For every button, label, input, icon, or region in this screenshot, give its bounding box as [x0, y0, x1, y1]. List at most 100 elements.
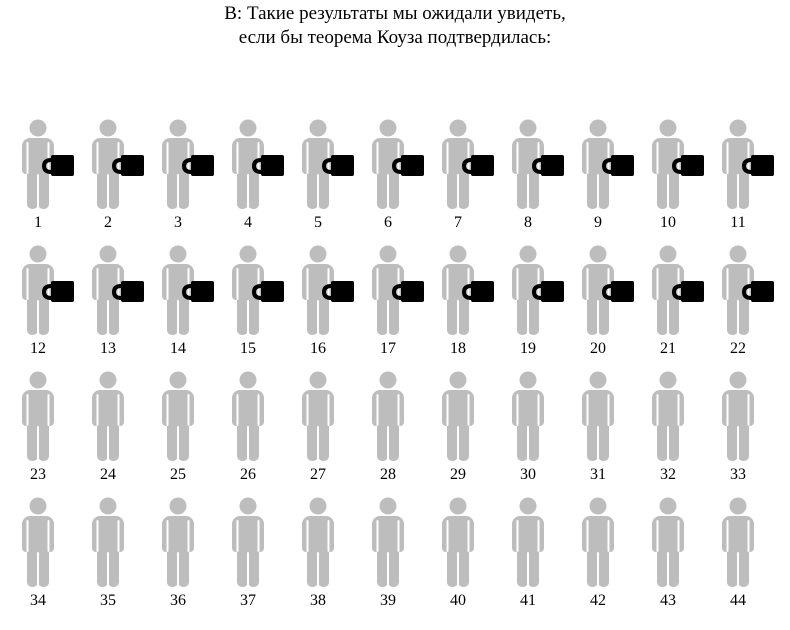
person-cell: 30 [500, 370, 570, 488]
person-number: 18 [430, 340, 486, 358]
person-number: 11 [710, 214, 766, 232]
person-number: 28 [360, 466, 416, 484]
person-number: 32 [640, 466, 696, 484]
person-number: 15 [220, 340, 276, 358]
person-number: 22 [710, 340, 766, 358]
person-cell: 6 [360, 118, 430, 236]
person-cell: 2 [80, 118, 150, 236]
person-cell: 8 [500, 118, 570, 236]
person-number: 35 [80, 592, 136, 610]
person-number: 44 [710, 592, 766, 610]
person-with-mug-icon [710, 244, 780, 336]
person-cell: 28 [360, 370, 430, 488]
person-cell: 33 [710, 370, 780, 488]
person-number: 10 [640, 214, 696, 232]
person-icon [360, 370, 430, 462]
person-cell: 41 [500, 496, 570, 614]
person-number: 5 [290, 214, 346, 232]
people-row: 12 13 14 15 [10, 244, 780, 362]
person-cell: 26 [220, 370, 290, 488]
person-cell: 15 [220, 244, 290, 362]
person-number: 41 [500, 592, 556, 610]
person-number: 7 [430, 214, 486, 232]
person-icon [640, 370, 710, 462]
person-with-mug-icon [500, 118, 570, 210]
person-cell: 13 [80, 244, 150, 362]
person-number: 26 [220, 466, 276, 484]
person-number: 8 [500, 214, 556, 232]
person-cell: 4 [220, 118, 290, 236]
person-with-mug-icon [150, 244, 220, 336]
person-icon [80, 370, 150, 462]
infographic-page: В: Такие результаты мы ожидали увидеть, … [0, 0, 790, 630]
person-with-mug-icon [570, 244, 640, 336]
person-cell: 18 [430, 244, 500, 362]
person-number: 33 [710, 466, 766, 484]
person-icon [150, 496, 220, 588]
person-number: 16 [290, 340, 346, 358]
person-icon [10, 370, 80, 462]
person-cell: 19 [500, 244, 570, 362]
person-cell: 23 [10, 370, 80, 488]
person-cell: 3 [150, 118, 220, 236]
person-number: 29 [430, 466, 486, 484]
title-line-2: если бы теорема Коуза подтвердилась: [239, 27, 552, 48]
person-icon [710, 370, 780, 462]
person-with-mug-icon [10, 118, 80, 210]
person-with-mug-icon [290, 118, 360, 210]
people-row: 23 24 25 26 27 28 [10, 370, 780, 488]
person-number: 34 [10, 592, 66, 610]
person-with-mug-icon [640, 118, 710, 210]
person-number: 24 [80, 466, 136, 484]
people-row: 1 2 3 4 [10, 118, 780, 236]
person-number: 23 [10, 466, 66, 484]
person-cell: 39 [360, 496, 430, 614]
person-number: 40 [430, 592, 486, 610]
person-number: 21 [640, 340, 696, 358]
person-cell: 11 [710, 118, 780, 236]
person-cell: 22 [710, 244, 780, 362]
person-cell: 17 [360, 244, 430, 362]
person-number: 1 [10, 214, 66, 232]
person-cell: 1 [10, 118, 80, 236]
person-icon [430, 496, 500, 588]
person-icon [500, 370, 570, 462]
person-number: 37 [220, 592, 276, 610]
person-number: 27 [290, 466, 346, 484]
person-with-mug-icon [150, 118, 220, 210]
person-with-mug-icon [220, 118, 290, 210]
person-cell: 35 [80, 496, 150, 614]
person-with-mug-icon [360, 244, 430, 336]
person-cell: 32 [640, 370, 710, 488]
person-icon [570, 370, 640, 462]
person-number: 14 [150, 340, 206, 358]
person-icon [220, 370, 290, 462]
person-number: 2 [80, 214, 136, 232]
person-with-mug-icon [570, 118, 640, 210]
people-row: 34 35 36 37 38 39 [10, 496, 780, 614]
person-number: 30 [500, 466, 556, 484]
person-icon [430, 370, 500, 462]
person-cell: 16 [290, 244, 360, 362]
person-cell: 10 [640, 118, 710, 236]
person-icon [640, 496, 710, 588]
person-number: 3 [150, 214, 206, 232]
person-cell: 5 [290, 118, 360, 236]
person-with-mug-icon [710, 118, 780, 210]
person-icon [570, 496, 640, 588]
person-number: 43 [640, 592, 696, 610]
title-line-1: В: Такие результаты мы ожидали увидеть, [224, 3, 566, 24]
person-number: 25 [150, 466, 206, 484]
person-icon [10, 496, 80, 588]
person-number: 39 [360, 592, 416, 610]
person-cell: 44 [710, 496, 780, 614]
person-icon [150, 370, 220, 462]
person-cell: 9 [570, 118, 640, 236]
person-cell: 40 [430, 496, 500, 614]
person-number: 6 [360, 214, 416, 232]
person-cell: 43 [640, 496, 710, 614]
person-cell: 36 [150, 496, 220, 614]
person-cell: 21 [640, 244, 710, 362]
person-number: 4 [220, 214, 276, 232]
person-cell: 24 [80, 370, 150, 488]
